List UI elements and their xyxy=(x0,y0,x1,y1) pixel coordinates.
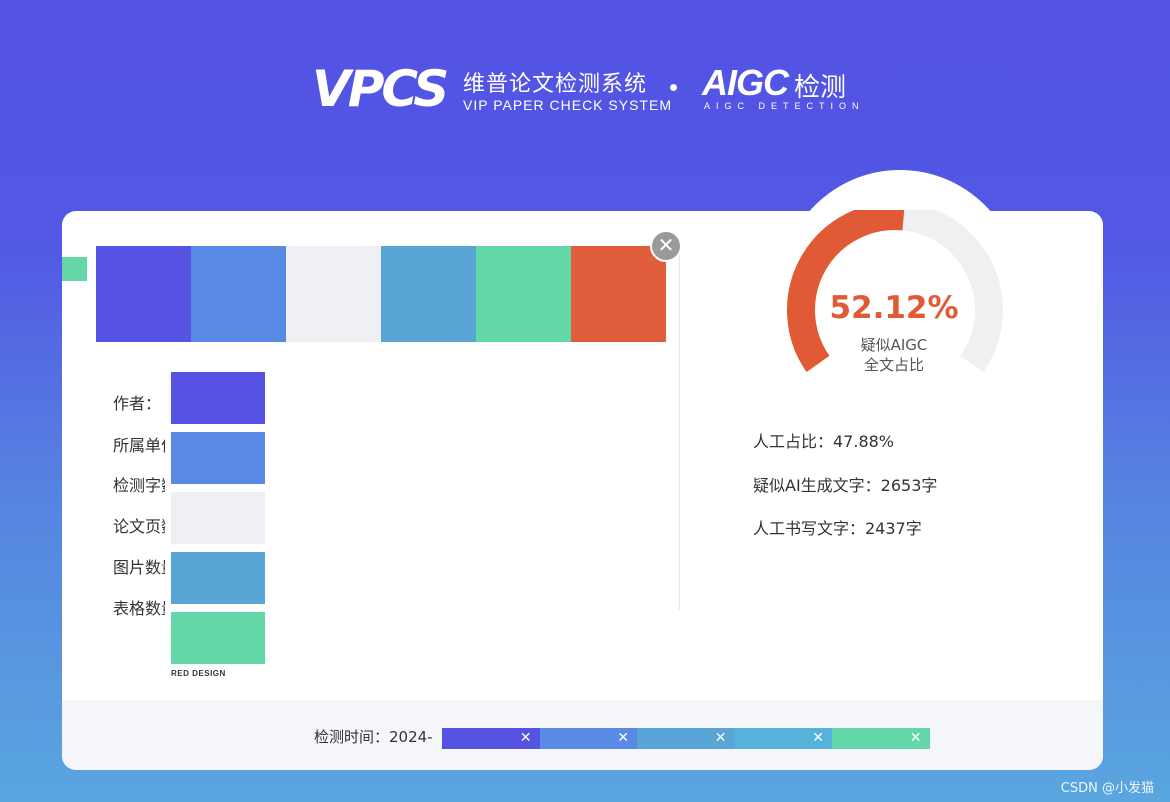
card-divider xyxy=(679,250,680,610)
top-color-swatch xyxy=(96,246,191,342)
left-color-swatch xyxy=(171,612,265,664)
system-title-en: VIP PAPER CHECK SYSTEM xyxy=(463,97,672,113)
close-icon: ✕ xyxy=(657,233,675,257)
top-color-swatch xyxy=(191,246,286,342)
aigc-percentage: 52.12% xyxy=(829,290,959,326)
palette-caption: RED DESIGN xyxy=(171,669,226,678)
footer-segment[interactable]: ✕ xyxy=(539,728,637,749)
info-label: 检测字数 xyxy=(113,476,165,495)
stat-human-chars: 人工书写文字：2437字 xyxy=(753,519,922,538)
aigc-title-cn: 检测 xyxy=(794,73,847,103)
system-title-cn: 维普论文检测系统 xyxy=(463,72,648,97)
stat-human-ratio: 人工占比：47.88% xyxy=(753,432,895,451)
aigc-logo: AIGC xyxy=(702,62,789,103)
segment-close-icon[interactable]: ✕ xyxy=(714,730,727,746)
close-button[interactable]: ✕ xyxy=(650,230,682,262)
vpcs-logo-text: VPCS xyxy=(312,60,449,118)
info-label: 所属单位 xyxy=(113,436,165,455)
footer-segment[interactable]: ✕ xyxy=(442,728,540,749)
top-color-swatch xyxy=(476,246,571,342)
aigc-title-en: AIGC DETECTION xyxy=(704,101,865,111)
csdn-watermark: CSDN @小发猫 xyxy=(1060,781,1154,796)
gauge-label-line1: 疑似AIGC xyxy=(860,336,928,354)
left-color-swatch xyxy=(171,432,265,484)
left-color-swatch xyxy=(171,492,265,544)
green-tab-swatch xyxy=(62,257,87,281)
gauge-label-line2: 全文占比 xyxy=(863,356,924,374)
gauge-ai-arc xyxy=(787,210,905,372)
top-color-swatch xyxy=(286,246,381,342)
info-label: 图片数量 xyxy=(113,558,165,577)
info-label: 表格数量 xyxy=(113,599,165,618)
left-color-swatch xyxy=(171,552,265,604)
segment-close-icon[interactable]: ✕ xyxy=(812,730,824,746)
footer-segment[interactable]: ✕ xyxy=(734,728,832,749)
info-label: 作者： xyxy=(113,394,162,413)
footer-segment[interactable]: ✕ xyxy=(832,728,930,749)
footer-segment[interactable]: ✕ xyxy=(637,728,735,749)
stat-ai-chars: 疑似AI生成文字：2653字 xyxy=(753,476,938,495)
segment-close-icon[interactable]: ✕ xyxy=(617,730,629,746)
detection-time: 检测时间：2024- xyxy=(314,728,433,746)
segment-close-icon[interactable]: ✕ xyxy=(909,730,922,746)
left-color-swatch xyxy=(171,372,265,424)
aigc-gauge xyxy=(787,210,1003,372)
header-dot-separator xyxy=(670,84,677,91)
segment-close-icon[interactable]: ✕ xyxy=(519,730,532,746)
info-label: 论文页数 xyxy=(113,517,165,536)
top-color-swatch xyxy=(571,246,666,342)
vpcs-logo: VPCS xyxy=(312,60,449,118)
top-color-swatch xyxy=(381,246,476,342)
